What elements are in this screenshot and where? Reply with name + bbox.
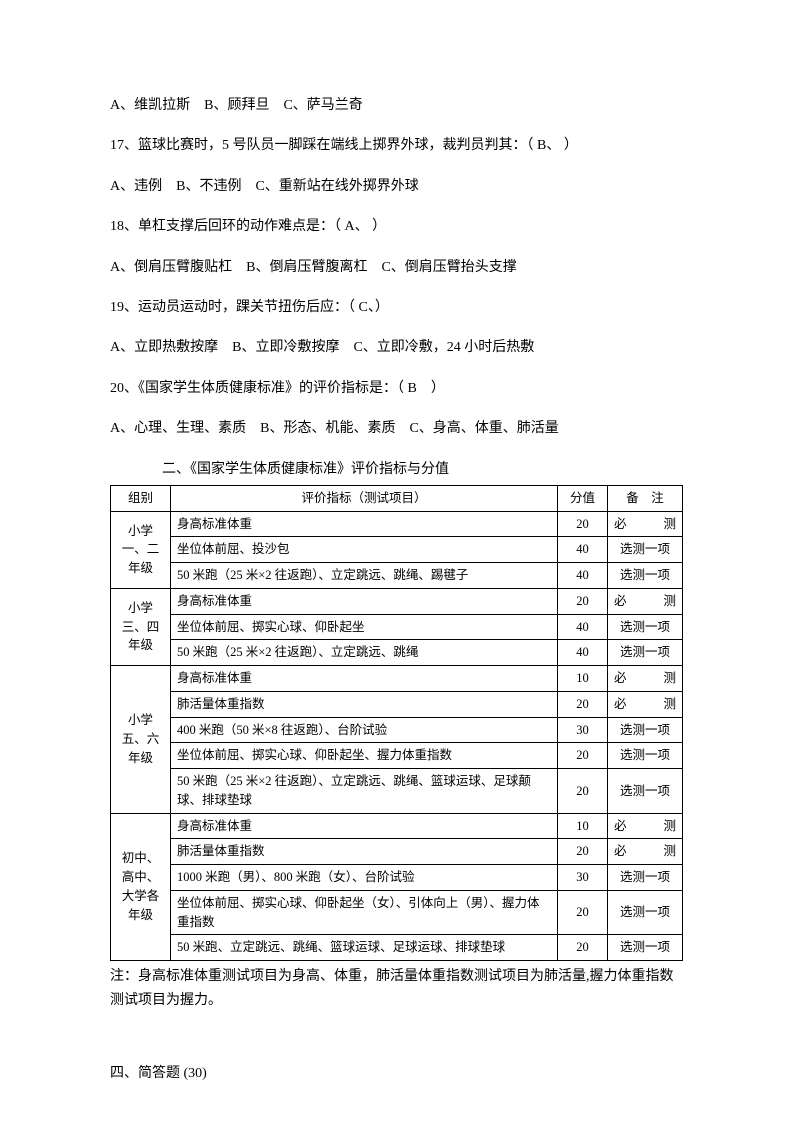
score-cell: 40 [558, 614, 608, 640]
note-cell: 选测一项 [608, 865, 683, 891]
score-cell: 20 [558, 511, 608, 537]
group-cell: 小学一、二年级 [111, 511, 171, 588]
item-cell: 坐位体前屈、掷实心球、仰卧起坐 [171, 614, 558, 640]
table-row: 坐位体前屈、投沙包40选测一项 [111, 537, 683, 563]
item-cell: 肺活量体重指数 [171, 691, 558, 717]
score-cell: 30 [558, 865, 608, 891]
table-row: 小学三、四年级身高标准体重20必 测 [111, 588, 683, 614]
q19-options: A、立即热敷按摩 B、立即冷敷按摩 C、立即冷敷，24 小时后热敷 [110, 337, 683, 359]
note-cell: 选测一项 [608, 743, 683, 769]
note-cell: 必 测 [608, 691, 683, 717]
table-row: 50 米跑（25 米×2 往返跑）、立定跳远、跳绳、踢毽子40选测一项 [111, 563, 683, 589]
table-row: 50 米跑、立定跳远、跳绳、篮球运球、足球运球、排球垫球20选测一项 [111, 935, 683, 961]
table-row: 坐位体前屈、掷实心球、仰卧起坐、握力体重指数20选测一项 [111, 743, 683, 769]
item-cell: 坐位体前屈、掷实心球、仰卧起坐（女）、引体向上（男）、握力体重指数 [171, 890, 558, 935]
note-cell: 选测一项 [608, 537, 683, 563]
group-cell: 小学三、四年级 [111, 588, 171, 665]
table-row: 400 米跑（50 米×8 往返跑）、台阶试验30选测一项 [111, 717, 683, 743]
item-cell: 身高标准体重 [171, 666, 558, 692]
score-cell: 20 [558, 743, 608, 769]
item-cell: 坐位体前屈、投沙包 [171, 537, 558, 563]
item-cell: 肺活量体重指数 [171, 839, 558, 865]
note-cell: 选测一项 [608, 563, 683, 589]
score-cell: 40 [558, 640, 608, 666]
note-cell: 选测一项 [608, 640, 683, 666]
item-cell: 400 米跑（50 米×8 往返跑）、台阶试验 [171, 717, 558, 743]
score-cell: 20 [558, 691, 608, 717]
score-cell: 20 [558, 890, 608, 935]
score-cell: 20 [558, 935, 608, 961]
group-cell: 初中、高中、大学各年级 [111, 813, 171, 961]
q20-options: A、心理、生理、素质 B、形态、机能、素质 C、身高、体重、肺活量 [110, 418, 683, 440]
note-cell: 必 测 [608, 511, 683, 537]
table-row: 初中、高中、大学各年级身高标准体重10必 测 [111, 813, 683, 839]
note-cell: 必 测 [608, 588, 683, 614]
note-cell: 必 测 [608, 666, 683, 692]
note-cell: 选测一项 [608, 890, 683, 935]
group-cell: 小学五、六年级 [111, 666, 171, 814]
table-row: 坐位体前屈、掷实心球、仰卧起坐40选测一项 [111, 614, 683, 640]
section-4-header: 四、简答题 (30) [110, 1063, 683, 1085]
table-row: 50 米跑（25 米×2 往返跑）、立定跳远、跳绳、篮球运球、足球颠球、排球垫球… [111, 769, 683, 814]
table-title: 二、《国家学生体质健康标准》评价指标与分值 [110, 459, 683, 481]
table-row: 肺活量体重指数20必 测 [111, 839, 683, 865]
item-cell: 1000 米跑（男）、800 米跑（女）、台阶试验 [171, 865, 558, 891]
score-cell: 20 [558, 588, 608, 614]
note-cell: 选测一项 [608, 717, 683, 743]
header-item: 评价指标（测试项目） [171, 485, 558, 511]
score-cell: 10 [558, 813, 608, 839]
note-cell: 选测一项 [608, 935, 683, 961]
score-cell: 40 [558, 563, 608, 589]
item-cell: 坐位体前屈、掷实心球、仰卧起坐、握力体重指数 [171, 743, 558, 769]
standards-table: 组别 评价指标（测试项目） 分值 备 注 小学一、二年级身高标准体重20必 测坐… [110, 485, 683, 961]
table-row: 肺活量体重指数20必 测 [111, 691, 683, 717]
item-cell: 身高标准体重 [171, 588, 558, 614]
q18-options: A、倒肩压臂腹贴杠 B、倒肩压臂腹离杠 C、倒肩压臂抬头支撑 [110, 257, 683, 279]
score-cell: 20 [558, 839, 608, 865]
score-cell: 10 [558, 666, 608, 692]
score-cell: 20 [558, 769, 608, 814]
note-cell: 必 测 [608, 813, 683, 839]
table-row: 坐位体前屈、掷实心球、仰卧起坐（女）、引体向上（男）、握力体重指数20选测一项 [111, 890, 683, 935]
item-cell: 50 米跑（25 米×2 往返跑）、立定跳远、跳绳、篮球运球、足球颠球、排球垫球 [171, 769, 558, 814]
score-cell: 40 [558, 537, 608, 563]
table-row: 小学五、六年级身高标准体重10必 测 [111, 666, 683, 692]
table-footnote: 注：身高标准体重测试项目为身高、体重，肺活量体重指数测试项目为肺活量,握力体重指… [110, 965, 683, 1013]
table-row: 1000 米跑（男）、800 米跑（女）、台阶试验30选测一项 [111, 865, 683, 891]
item-cell: 身高标准体重 [171, 511, 558, 537]
score-cell: 30 [558, 717, 608, 743]
item-cell: 50 米跑（25 米×2 往返跑）、立定跳远、跳绳、踢毽子 [171, 563, 558, 589]
q17-text: 17、篮球比赛时，5 号队员一脚踩在端线上掷界外球，裁判员判其：（ B、 ） [110, 135, 683, 157]
header-group: 组别 [111, 485, 171, 511]
header-score: 分值 [558, 485, 608, 511]
item-cell: 身高标准体重 [171, 813, 558, 839]
table-header-row: 组别 评价指标（测试项目） 分值 备 注 [111, 485, 683, 511]
q19-text: 19、运动员运动时，踝关节扭伤后应：（ C、） [110, 297, 683, 319]
q20-text: 20、《国家学生体质健康标准》的评价指标是：（ B ） [110, 378, 683, 400]
header-note: 备 注 [608, 485, 683, 511]
note-cell: 必 测 [608, 839, 683, 865]
item-cell: 50 米跑、立定跳远、跳绳、篮球运球、足球运球、排球垫球 [171, 935, 558, 961]
note-cell: 选测一项 [608, 614, 683, 640]
table-row: 50 米跑（25 米×2 往返跑）、立定跳远、跳绳40选测一项 [111, 640, 683, 666]
item-cell: 50 米跑（25 米×2 往返跑）、立定跳远、跳绳 [171, 640, 558, 666]
table-row: 小学一、二年级身高标准体重20必 测 [111, 511, 683, 537]
q16-options: A、维凯拉斯 B、顾拜旦 C、萨马兰奇 [110, 95, 683, 117]
q17-options: A、违例 B、不违例 C、重新站在线外掷界外球 [110, 176, 683, 198]
note-cell: 选测一项 [608, 769, 683, 814]
q18-text: 18、单杠支撑后回环的动作难点是：（ A、 ） [110, 216, 683, 238]
